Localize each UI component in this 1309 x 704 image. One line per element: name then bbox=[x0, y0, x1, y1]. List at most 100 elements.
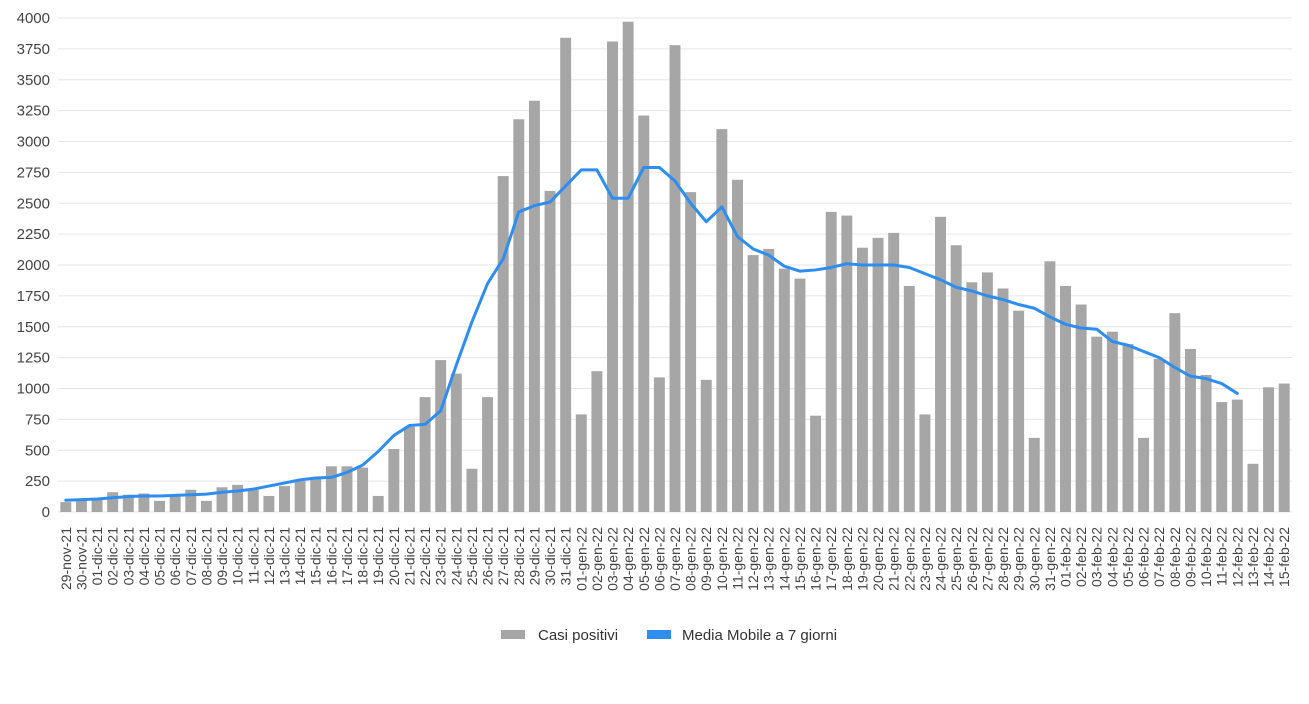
x-tick-label: 31-dic-21 bbox=[558, 527, 574, 586]
bar bbox=[247, 489, 259, 512]
x-tick-label: 24-gen-22 bbox=[933, 527, 949, 591]
x-tick-label: 03-feb-22 bbox=[1089, 527, 1105, 587]
x-tick-label: 25-gen-22 bbox=[948, 527, 964, 591]
x-tick-label: 29-nov-21 bbox=[58, 527, 74, 590]
x-tick-label: 05-gen-22 bbox=[636, 527, 652, 591]
x-tick-label: 16-dic-21 bbox=[323, 527, 339, 586]
x-tick-label: 08-feb-22 bbox=[1167, 527, 1183, 587]
bar bbox=[950, 245, 962, 513]
x-tick-label: 04-dic-21 bbox=[136, 527, 152, 586]
bar bbox=[1216, 402, 1228, 512]
x-tick-label: 21-dic-21 bbox=[401, 527, 417, 586]
x-tick-label: 16-gen-22 bbox=[808, 527, 824, 591]
bar bbox=[1138, 437, 1150, 512]
bar bbox=[200, 500, 212, 512]
x-tick-label: 12-gen-22 bbox=[745, 527, 761, 591]
x-tick-label: 22-dic-21 bbox=[417, 527, 433, 586]
bar bbox=[919, 414, 931, 512]
bar bbox=[544, 190, 556, 512]
bar bbox=[935, 216, 947, 512]
y-tick-label: 500 bbox=[25, 442, 50, 459]
bar bbox=[669, 45, 681, 513]
legend: Casi positivi Media Mobile a 7 giorni bbox=[501, 627, 837, 644]
x-tick-label: 02-dic-21 bbox=[105, 527, 121, 586]
x-tick-label: 26-dic-21 bbox=[480, 527, 496, 586]
bar bbox=[1075, 304, 1087, 512]
x-tick-label: 10-gen-22 bbox=[714, 527, 730, 591]
bar bbox=[1169, 313, 1181, 512]
bar bbox=[903, 285, 915, 512]
x-tick-label: 01-feb-22 bbox=[1058, 527, 1074, 587]
x-tick-label: 04-feb-22 bbox=[1104, 527, 1120, 587]
bar bbox=[1153, 358, 1165, 512]
bar-series-casi-positivi bbox=[60, 21, 1290, 513]
x-tick-label: 14-dic-21 bbox=[292, 527, 308, 586]
bar bbox=[747, 255, 759, 512]
bar bbox=[325, 466, 337, 512]
y-tick-label: 250 bbox=[25, 473, 50, 490]
bar bbox=[169, 494, 181, 512]
bar bbox=[794, 278, 806, 512]
bar bbox=[622, 21, 634, 513]
bar bbox=[872, 237, 884, 512]
x-tick-label: 10-dic-21 bbox=[230, 527, 246, 586]
x-tick-label: 09-dic-21 bbox=[214, 527, 230, 586]
x-tick-label: 13-feb-22 bbox=[1245, 527, 1261, 587]
x-tick-label: 07-feb-22 bbox=[1151, 527, 1167, 587]
x-tick-label: 15-feb-22 bbox=[1276, 527, 1292, 587]
x-tick-label: 06-feb-22 bbox=[1136, 527, 1152, 587]
bar bbox=[1028, 437, 1040, 512]
x-tick-label: 30-gen-22 bbox=[1026, 527, 1042, 591]
y-tick-label: 3500 bbox=[17, 72, 50, 89]
x-tick-label: 17-dic-21 bbox=[339, 527, 355, 586]
bar bbox=[810, 415, 822, 512]
bar bbox=[1044, 261, 1056, 512]
y-tick-label: 750 bbox=[25, 411, 50, 428]
x-tick-label: 07-dic-21 bbox=[183, 527, 199, 586]
x-tick-label: 05-feb-22 bbox=[1120, 527, 1136, 587]
bar bbox=[216, 487, 228, 512]
bar bbox=[91, 499, 103, 512]
x-tick-label: 08-gen-22 bbox=[683, 527, 699, 591]
x-tick-label: 17-gen-22 bbox=[823, 527, 839, 591]
x-tick-label: 01-gen-22 bbox=[573, 527, 589, 591]
bar bbox=[685, 192, 697, 512]
bar bbox=[513, 119, 525, 513]
x-tick-label: 22-gen-22 bbox=[901, 527, 917, 591]
bar bbox=[341, 466, 353, 512]
bar bbox=[1247, 463, 1259, 512]
bar bbox=[841, 215, 853, 512]
x-tick-label: 30-nov-21 bbox=[73, 527, 89, 590]
x-tick-label: 10-feb-22 bbox=[1198, 527, 1214, 587]
x-tick-label: 19-dic-21 bbox=[370, 527, 386, 586]
x-tick-label: 07-gen-22 bbox=[667, 527, 683, 591]
x-tick-label: 11-feb-22 bbox=[1214, 527, 1230, 586]
x-tick-label: 31-gen-22 bbox=[1042, 527, 1058, 591]
x-tick-label: 15-gen-22 bbox=[792, 527, 808, 591]
bar bbox=[388, 449, 400, 512]
bar bbox=[372, 495, 384, 512]
x-tick-label: 06-dic-21 bbox=[167, 527, 183, 586]
y-tick-label: 3000 bbox=[17, 134, 50, 151]
x-tick-label: 04-gen-22 bbox=[620, 527, 636, 591]
bar bbox=[60, 502, 72, 512]
x-tick-label: 11-gen-22 bbox=[729, 527, 745, 590]
bar bbox=[154, 500, 165, 512]
x-tick-label: 28-gen-22 bbox=[995, 527, 1011, 591]
x-tick-label: 15-dic-21 bbox=[308, 527, 324, 586]
bar bbox=[778, 268, 790, 512]
x-tick-label: 09-gen-22 bbox=[698, 527, 714, 591]
bar bbox=[1231, 399, 1243, 512]
x-tick-label: 11-dic-21 bbox=[245, 527, 261, 585]
x-tick-label: 29-dic-21 bbox=[526, 527, 542, 586]
y-tick-label: 0 bbox=[42, 504, 50, 521]
x-tick-label: 19-gen-22 bbox=[854, 527, 870, 591]
x-tick-label: 14-gen-22 bbox=[776, 527, 792, 591]
y-tick-label: 2250 bbox=[17, 226, 50, 243]
bar bbox=[75, 499, 87, 512]
bar bbox=[1185, 348, 1196, 512]
line-series-media-mobile-7-giorni bbox=[64, 165, 1239, 502]
x-tick-label: 14-feb-22 bbox=[1261, 527, 1277, 587]
legend-label-media-mobile: Media Mobile a 7 giorni bbox=[682, 627, 837, 644]
x-tick-label: 29-gen-22 bbox=[1011, 527, 1027, 591]
